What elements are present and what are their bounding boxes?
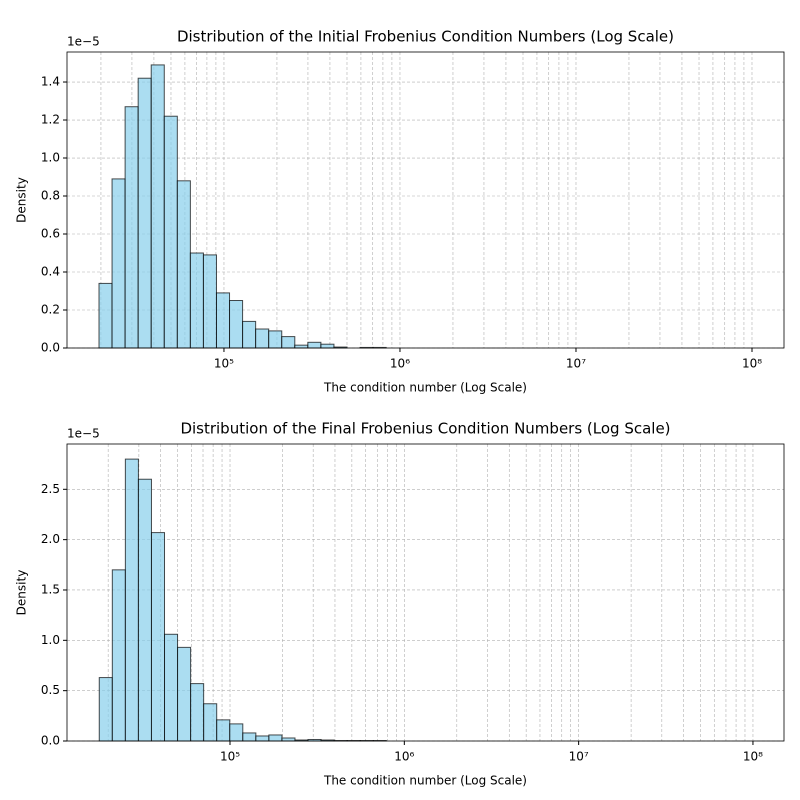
x-tick-label: 10⁵ bbox=[220, 750, 240, 764]
bar bbox=[242, 320, 257, 349]
y-tick-label: 0.8 bbox=[41, 189, 60, 203]
x-tick-label: 10⁵ bbox=[214, 357, 234, 371]
bar bbox=[294, 344, 309, 349]
bar bbox=[255, 735, 270, 742]
y-offset-label: 1e−5 bbox=[67, 35, 100, 49]
y-tick-label: 0.0 bbox=[41, 341, 60, 355]
x-axis-label: The condition number (Log Scale) bbox=[323, 381, 527, 395]
y-tick-label: 1.5 bbox=[41, 582, 60, 596]
bar bbox=[190, 683, 205, 742]
y-tick-label: 1.0 bbox=[41, 633, 60, 647]
bar bbox=[202, 254, 217, 349]
x-tick-label: 10⁸ bbox=[743, 750, 763, 764]
y-tick-label: 0.6 bbox=[41, 227, 60, 241]
x-tick-label: 10⁶ bbox=[394, 750, 414, 764]
bar bbox=[177, 646, 192, 742]
bar bbox=[203, 703, 218, 742]
bar bbox=[268, 330, 283, 349]
bar bbox=[189, 252, 204, 349]
x-tick-label: 10⁶ bbox=[390, 357, 410, 371]
bar bbox=[255, 328, 270, 349]
axes-frame bbox=[66, 443, 785, 742]
bar bbox=[163, 115, 178, 349]
x-tick-label: 10⁸ bbox=[742, 357, 762, 371]
y-tick-label: 0.5 bbox=[41, 683, 60, 697]
bar bbox=[124, 106, 139, 349]
bar bbox=[320, 343, 335, 349]
bar bbox=[215, 292, 231, 349]
bar bbox=[229, 300, 244, 349]
x-tick-label: 10⁷ bbox=[569, 750, 589, 764]
bar bbox=[137, 77, 152, 349]
y-tick-label: 1.4 bbox=[41, 75, 60, 89]
bar bbox=[242, 732, 257, 742]
bar bbox=[216, 719, 231, 742]
bar bbox=[111, 569, 126, 742]
chart-title: Distribution of the Initial Frobenius Co… bbox=[177, 28, 674, 46]
bar bbox=[281, 737, 296, 742]
y-tick-label: 1.0 bbox=[41, 151, 60, 165]
bar bbox=[137, 478, 152, 742]
y-tick-label: 2.5 bbox=[41, 482, 60, 496]
bar bbox=[124, 458, 139, 742]
y-axis-label: Density bbox=[15, 177, 29, 223]
bar bbox=[281, 336, 296, 349]
y-tick-label: 0.0 bbox=[41, 734, 60, 748]
bar bbox=[150, 64, 165, 349]
bar bbox=[150, 532, 166, 742]
y-tick-label: 2.0 bbox=[41, 532, 60, 546]
chart-title: Distribution of the Final Frobenius Cond… bbox=[180, 420, 670, 438]
y-offset-label: 1e−5 bbox=[67, 427, 100, 441]
bar bbox=[176, 180, 191, 349]
y-tick-label: 0.2 bbox=[41, 303, 60, 317]
y-axis-label: Density bbox=[15, 570, 29, 616]
y-tick-label: 1.2 bbox=[41, 113, 60, 127]
bar bbox=[307, 341, 322, 349]
bar bbox=[98, 677, 113, 742]
x-tick-label: 10⁷ bbox=[566, 357, 586, 371]
axes-frame bbox=[66, 51, 785, 349]
bar bbox=[98, 282, 113, 349]
bar bbox=[164, 633, 179, 742]
x-axis-label: The condition number (Log Scale) bbox=[323, 774, 527, 788]
bar bbox=[268, 734, 283, 742]
y-tick-label: 0.4 bbox=[41, 265, 60, 279]
bar bbox=[229, 723, 244, 742]
bar bbox=[111, 178, 126, 349]
